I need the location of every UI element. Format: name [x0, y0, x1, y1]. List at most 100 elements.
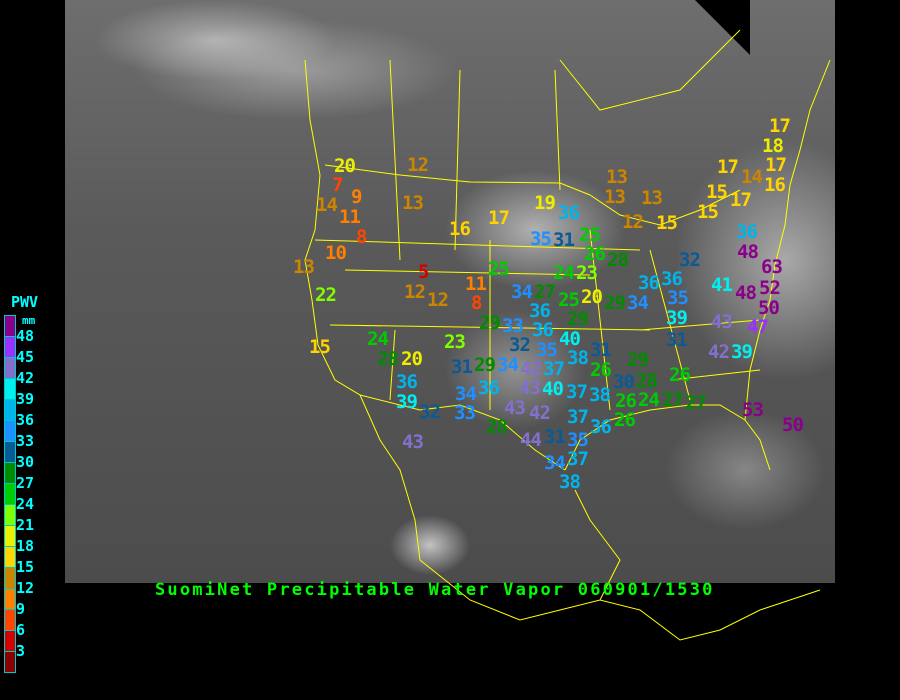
pwv-station-value: 25: [558, 289, 580, 311]
pwv-station-value: 27: [662, 389, 684, 411]
pwv-station-value: 34: [511, 281, 533, 303]
pwv-station-value: 32: [679, 249, 701, 271]
pwv-station-value: 31: [666, 329, 688, 351]
pwv-station-value: 48: [735, 282, 757, 304]
pwv-station-value: 24: [638, 389, 660, 411]
legend-swatch: [5, 526, 15, 547]
pwv-station-value: 34: [627, 292, 649, 314]
pwv-station-value: 29: [479, 312, 501, 334]
legend-label: 9: [16, 600, 26, 618]
legend-label: 45: [16, 348, 35, 366]
legend-label: 3: [16, 642, 26, 660]
legend-label: 33: [16, 432, 35, 450]
pwv-station-value: 18: [762, 135, 784, 157]
pwv-station-value: 17: [730, 189, 752, 211]
pwv-station-value: 34: [497, 354, 519, 376]
legend-swatch: [5, 484, 15, 505]
pwv-station-value: 12: [404, 281, 426, 303]
pwv-station-value: 13: [293, 256, 315, 278]
gulf-coast-line: [564, 404, 771, 471]
pwv-station-value: 36: [478, 377, 500, 399]
pwv-station-value: 26: [615, 390, 637, 412]
pwv-station-value: 13: [402, 192, 424, 214]
legend-label: 27: [16, 474, 35, 492]
pwv-station-value: 17: [765, 154, 787, 176]
pwv-station-value: 23: [576, 262, 598, 284]
pwv-station-value: 43: [711, 311, 733, 333]
pwv-station-value: 17: [717, 156, 739, 178]
pwv-station-value: 15: [706, 181, 728, 203]
legend-title: PWV: [11, 293, 39, 311]
pwv-station-value: 7: [332, 174, 343, 196]
pwv-station-value: 43: [519, 377, 541, 399]
legend-label: 18: [16, 537, 35, 555]
pwv-station-value: 29: [567, 308, 589, 330]
legend-swatch: [5, 547, 15, 568]
pwv-station-value: 24: [553, 262, 575, 284]
pwv-station-value: 16: [764, 174, 786, 196]
legend-label: 36: [16, 411, 35, 429]
pwv-station-value: 28: [636, 370, 658, 392]
pwv-station-value: 43: [504, 397, 526, 419]
pwv-station-value: 20: [401, 348, 423, 370]
pwv-station-value: 17: [488, 207, 510, 229]
pwv-station-value: 31: [451, 356, 473, 378]
pwv-station-value: 23: [444, 331, 466, 353]
pwv-station-value: 40: [542, 378, 564, 400]
pwv-station-value: 34: [455, 383, 477, 405]
pwv-station-value: 31: [553, 229, 575, 251]
pwv-station-value: 9: [351, 186, 362, 208]
legend-label: 39: [16, 390, 35, 408]
pwv-station-value: 15: [697, 201, 719, 223]
west-coast-line: [304, 59, 421, 561]
pwv-station-value: 12: [427, 289, 449, 311]
pwv-station-value: 28: [607, 249, 629, 271]
pwv-station-value: 8: [471, 292, 482, 314]
pwv-station-value: 31: [544, 426, 566, 448]
legend-swatch: [5, 358, 15, 379]
legend-swatch: [5, 421, 15, 442]
pwv-station-value: 27: [534, 281, 556, 303]
pwv-station-value: 42: [708, 341, 730, 363]
legend-swatch: [5, 316, 15, 337]
pwv-station-value: 29: [604, 292, 626, 314]
pwv-station-value: 38: [559, 471, 581, 493]
legend-swatch: [5, 505, 15, 526]
pwv-station-value: 26: [584, 243, 606, 265]
pwv-station-value: 16: [449, 218, 471, 240]
legend-swatch: [5, 400, 15, 421]
legend-label: 42: [16, 369, 35, 387]
legend-swatch: [5, 463, 15, 484]
pwv-station-value: 36: [638, 272, 660, 294]
pwv-station-value: 35: [567, 429, 589, 451]
pwv-station-value: 29: [474, 354, 496, 376]
pwv-station-value: 44: [520, 429, 542, 451]
pwv-station-value: 36: [529, 300, 551, 322]
pwv-station-value: 35: [536, 339, 558, 361]
satellite-image: [65, 0, 835, 583]
pwv-station-value: 35: [530, 228, 552, 250]
pwv-station-value: 24: [367, 328, 389, 350]
legend-label: 21: [16, 516, 35, 534]
legend-swatch: [5, 337, 15, 358]
pwv-station-value: 37: [543, 358, 565, 380]
pwv-station-value: 35: [667, 287, 689, 309]
pwv-station-value: 15: [656, 212, 678, 234]
pwv-station-value: 11: [465, 273, 487, 295]
pwv-station-value: 25: [579, 224, 601, 246]
legend-swatch: [5, 652, 15, 672]
pwv-station-value: 13: [606, 166, 628, 188]
pwv-station-value: 10: [325, 242, 347, 264]
pwv-station-value: 38: [589, 384, 611, 406]
pwv-station-value: 20: [581, 286, 603, 308]
pwv-station-value: 36: [661, 268, 683, 290]
pwv-station-value: 43: [402, 431, 424, 453]
pwv-station-value: 39: [396, 391, 418, 413]
pwv-station-value: 37: [567, 406, 589, 428]
pwv-station-value: 42: [520, 358, 542, 380]
pwv-station-value: 39: [731, 341, 753, 363]
pwv-station-value: 32: [509, 334, 531, 356]
pwv-station-value: 36: [532, 319, 554, 341]
pwv-station-value: 33: [502, 315, 524, 337]
